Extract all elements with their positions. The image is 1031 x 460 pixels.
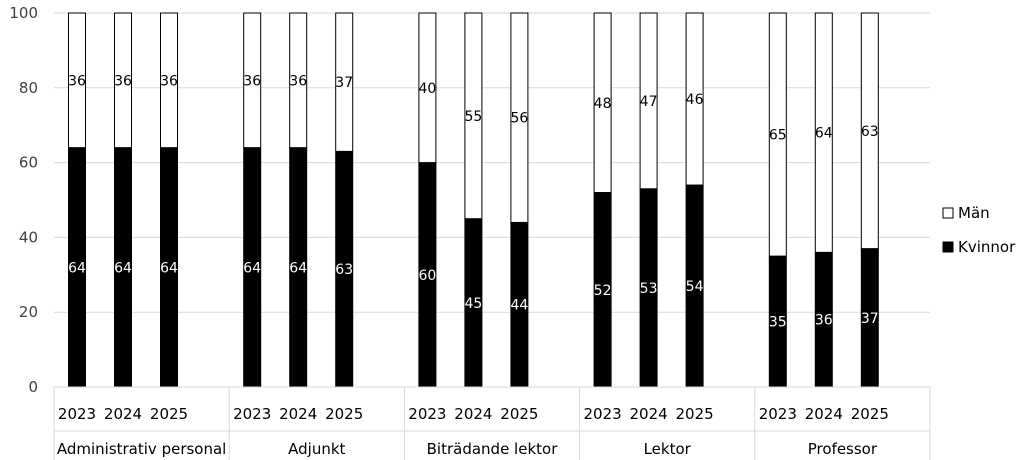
gridlines xyxy=(54,12,930,313)
x-tick-year: 2024 xyxy=(630,405,668,423)
data-label-kvinnor: 36 xyxy=(815,313,833,329)
x-tick-year: 2025 xyxy=(851,405,889,423)
legend-label: Män xyxy=(958,204,990,222)
x-tick-year: 2023 xyxy=(408,405,446,423)
y-tick-label: 20 xyxy=(19,303,38,321)
x-group-label: Adjunkt xyxy=(288,440,345,458)
data-label-kvinnor: 53 xyxy=(640,281,658,297)
x-tick-year: 2024 xyxy=(279,405,317,423)
data-label-kvinnor: 64 xyxy=(243,260,261,276)
x-tick-year: 2024 xyxy=(805,405,843,423)
bar-man xyxy=(243,12,262,149)
x-tick-year: 2023 xyxy=(584,405,622,423)
bar-kvinnor xyxy=(639,188,658,387)
data-label-kvinnor: 54 xyxy=(686,279,704,295)
bar-man xyxy=(68,12,86,149)
data-label-man: 36 xyxy=(68,73,86,89)
bar-kvinnor xyxy=(464,218,483,387)
data-label-kvinnor: 64 xyxy=(68,260,86,276)
data-label-man: 47 xyxy=(640,94,658,110)
bar-man xyxy=(814,12,833,253)
data-label-kvinnor: 64 xyxy=(289,260,307,276)
bar-man xyxy=(510,12,529,223)
legend: Män Kvinnor xyxy=(942,204,1016,256)
x-group-label: Administrativ personal xyxy=(57,440,227,458)
x-tick-year: 2025 xyxy=(676,405,714,423)
data-label-man: 36 xyxy=(243,73,261,89)
bar-man xyxy=(160,12,178,149)
bar-kvinnor xyxy=(418,162,437,387)
x-group-label: Biträdande lektor xyxy=(427,440,559,458)
bar-kvinnor xyxy=(68,147,86,387)
x-axis: 2023 2024 2025 Administrativ personal 2023 20… xyxy=(53,386,931,460)
bar-kvinnor xyxy=(114,147,132,387)
bar-man xyxy=(685,12,704,186)
bar-kvinnor xyxy=(289,147,308,387)
data-label-kvinnor: 37 xyxy=(861,311,879,327)
x-tick-year: 2025 xyxy=(500,405,538,423)
data-label-kvinnor: 63 xyxy=(335,262,353,278)
x-tick-year: 2024 xyxy=(104,405,142,423)
data-label-man: 65 xyxy=(769,128,787,144)
bar-man xyxy=(289,12,308,149)
bar-kvinnor xyxy=(814,252,833,387)
bar-man xyxy=(860,12,879,250)
data-label-kvinnor: 60 xyxy=(418,268,436,284)
y-tick-label: 80 xyxy=(19,79,38,97)
data-label-kvinnor: 45 xyxy=(464,296,482,312)
data-label-man: 56 xyxy=(510,111,528,127)
y-tick-label: 40 xyxy=(19,228,38,246)
bar-kvinnor xyxy=(593,192,612,387)
bar-kvinnor xyxy=(768,256,787,387)
y-tick-label: 0 xyxy=(28,378,38,396)
bar-kvinnor xyxy=(160,147,178,387)
legend-label: Kvinnor xyxy=(958,238,1016,256)
x-tick-year: 2025 xyxy=(325,405,363,423)
y-tick-label: 60 xyxy=(19,154,38,172)
data-label-man: 63 xyxy=(861,124,879,140)
data-label-kvinnor: 64 xyxy=(114,260,132,276)
x-tick-year: 2025 xyxy=(150,405,188,423)
data-label-kvinnor: 64 xyxy=(160,260,178,276)
bar-man xyxy=(464,12,483,220)
data-label-man: 55 xyxy=(464,109,482,125)
bar-kvinnor xyxy=(335,151,354,387)
y-axis: 0 20 40 60 80 100 xyxy=(9,4,38,396)
data-label-man: 46 xyxy=(686,92,704,108)
bar-kvinnor xyxy=(685,185,704,387)
x-tick-year: 2024 xyxy=(454,405,492,423)
x-group-label: Professor xyxy=(808,440,878,458)
bar-kvinnor xyxy=(243,147,262,387)
data-label-kvinnor: 35 xyxy=(769,315,787,331)
x-tick-year: 2023 xyxy=(759,405,797,423)
data-label-man: 40 xyxy=(418,81,436,97)
data-label-man: 48 xyxy=(594,96,612,112)
bar-man xyxy=(593,12,612,194)
bar-man xyxy=(768,12,787,257)
x-tick-year: 2023 xyxy=(233,405,271,423)
bar-kvinnor xyxy=(510,222,529,387)
bar-man xyxy=(114,12,132,149)
legend-swatch xyxy=(942,207,954,219)
legend-swatch xyxy=(942,241,954,253)
bar-kvinnor xyxy=(860,248,879,387)
data-label-kvinnor: 52 xyxy=(594,283,612,299)
bar-man xyxy=(335,12,354,152)
y-tick-label: 100 xyxy=(9,4,38,22)
bar-man xyxy=(418,12,437,164)
bars: 64 36 64 36 64 36 64 36 64 36 63 37 60 40 45 55 44 56 52 48… xyxy=(68,12,879,387)
data-label-man: 37 xyxy=(335,75,353,91)
x-group-label: Lektor xyxy=(644,440,692,458)
data-label-man: 36 xyxy=(114,73,132,89)
data-label-man: 36 xyxy=(160,73,178,89)
data-label-kvinnor: 44 xyxy=(510,298,528,314)
data-label-man: 64 xyxy=(815,126,833,142)
data-label-man: 36 xyxy=(289,73,307,89)
bar-man xyxy=(639,12,658,190)
x-tick-year: 2023 xyxy=(58,405,96,423)
